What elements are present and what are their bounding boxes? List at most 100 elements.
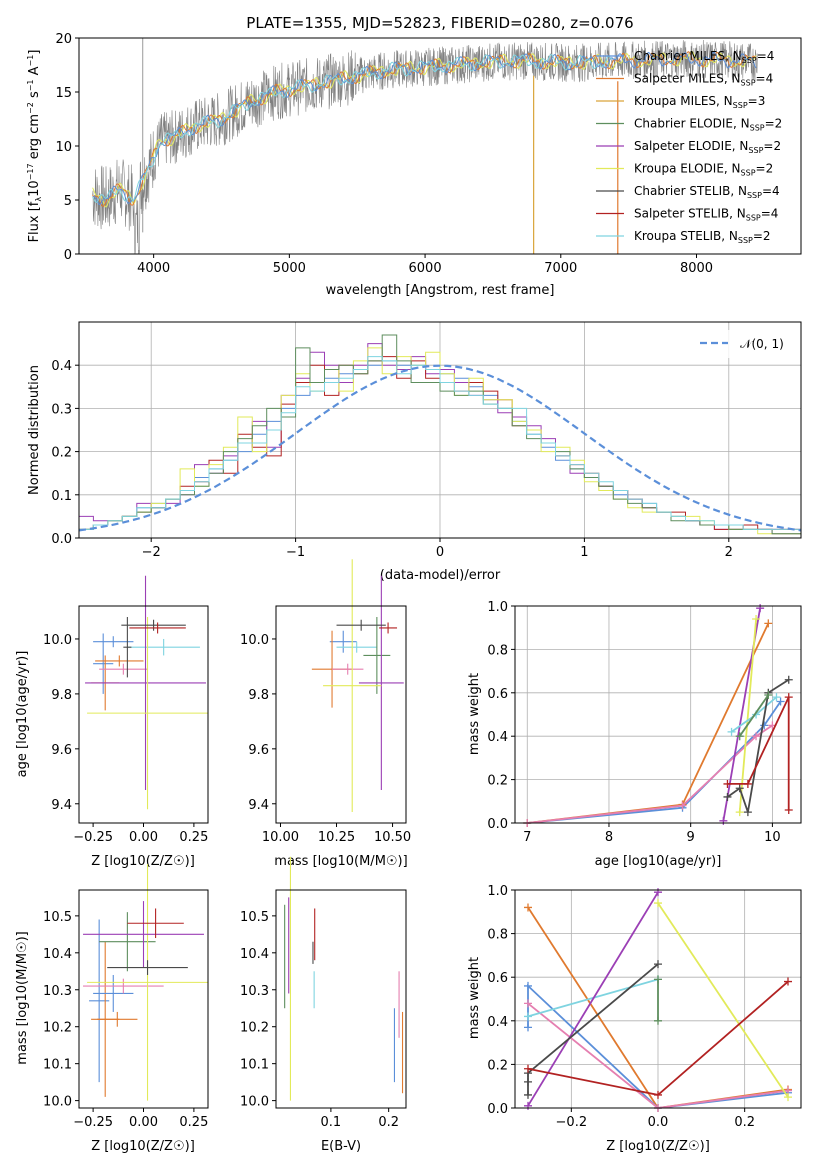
histogram-panel: −2 −1 0 1 2 0.0 0.1 0.2 0.3 0.4: [51, 322, 801, 560]
x-tick-label: −2: [142, 545, 161, 560]
legend: Chabrier MILES, NSSP=4 Salpeter MILES, NS…: [596, 49, 782, 245]
x-tick-label: 0.2: [734, 1115, 755, 1130]
x-tick-label: 0.1: [321, 1115, 342, 1130]
x-tick-label: 9: [687, 830, 695, 845]
series-line-salpeter_stelib: [727, 696, 790, 810]
y-tick-label: 10.3: [240, 984, 269, 999]
y-tick-label: 9.6: [248, 743, 269, 758]
x-tick-label: 0.00: [129, 830, 158, 845]
x-axis-label: E(B-V): [321, 1139, 361, 1154]
y-tick-label: 9.6: [51, 743, 72, 758]
x-tick-label: 8000: [680, 261, 713, 276]
series-marker: [678, 801, 687, 810]
y-tick-label: 10.4: [240, 947, 269, 962]
age-vs-z-panel: −0.25 0.00 0.25 9.4 9.6 9.8 10.0: [43, 633, 208, 845]
series-marker: [654, 1090, 662, 1099]
series-marker: [719, 816, 728, 825]
x-axis-label: mass [log10(M/M☉)]: [274, 854, 407, 869]
legend-entry: Kroupa MILES, NSSP=3: [634, 94, 765, 110]
legend-entry: Salpeter ELODIE, NSSP=2: [634, 139, 781, 155]
y-tick-label: 10.0: [43, 1095, 72, 1110]
mass-vs-ebv-panel: 0.1 0.2 10.0 10.1 10.2 10.3 10.4 10.5: [240, 910, 399, 1130]
series-line-pink: [527, 724, 773, 824]
y-tick-label: 10.4: [43, 947, 72, 962]
legend-entry: Chabrier ELODIE, NSSP=2: [634, 117, 782, 133]
y-tick-label: 0.4: [487, 1015, 508, 1030]
x-tick-label: 10.25: [318, 830, 355, 845]
observed-spectrum: [92, 39, 758, 255]
y-axis-label: mass weight: [467, 673, 482, 755]
series-marker: [735, 732, 744, 741]
y-tick-label: 0.0: [51, 532, 72, 547]
model-spectrum-kroupa_stelib: [92, 54, 613, 203]
series-line-chabrier_stelib: [527, 963, 659, 1095]
series-marker: [764, 619, 773, 628]
model-spectrum-salpeter_miles: [92, 51, 757, 207]
x-axis-label: wavelength [Angstrom, rest frame]: [326, 283, 555, 298]
series-marker: [784, 805, 793, 814]
series-marker: [743, 808, 752, 817]
x-axis-label: Z [log10(Z/Z☉)]: [606, 1139, 710, 1154]
y-tick-label: 0.6: [487, 687, 508, 702]
series-marker: [735, 784, 744, 793]
x-tick-label: 4000: [137, 261, 170, 276]
y-tick-label: 10.0: [43, 633, 72, 648]
x-tick-label: 6000: [409, 261, 442, 276]
y-tick-label: 0.8: [487, 643, 508, 658]
x-tick-label: 7: [523, 830, 531, 845]
x-tick-label: 10.00: [262, 830, 299, 845]
legend-entry: Salpeter STELIB, NSSP=4: [634, 207, 778, 223]
series-line-salpeter_elodie: [527, 891, 659, 1107]
y-axis-label: Normed distribution: [27, 365, 42, 495]
series-marker: [654, 888, 662, 897]
x-tick-label: 0: [436, 545, 444, 560]
normal-curve: [78, 364, 802, 532]
x-tick-label: −0.2: [556, 1115, 588, 1130]
y-tick-label: 0.6: [487, 971, 508, 986]
y-tick-label: 1.0: [487, 884, 508, 899]
series-marker: [784, 977, 792, 986]
x-tick-label: 1: [580, 545, 588, 560]
series-marker: [776, 697, 785, 706]
mass-vs-z-frame: [78, 889, 209, 1109]
y-tick-label: 20: [55, 32, 72, 47]
x-axis-label: Z [log10(Z/Z☉)]: [91, 1139, 195, 1154]
y-axis-label: Flux [fλ10−17 erg cm−2 s−1 A−1]: [26, 50, 43, 243]
series-marker: [772, 693, 781, 702]
series-marker: [756, 604, 765, 613]
y-tick-label: 10.1: [43, 1058, 72, 1073]
y-tick-label: 0.1: [51, 489, 72, 504]
legend-box: [692, 330, 796, 358]
series-marker: [752, 615, 761, 624]
x-tick-label: 0.2: [378, 1115, 399, 1130]
y-tick-label: 9.4: [51, 798, 72, 813]
y-tick-label: 0.4: [51, 359, 72, 374]
x-tick-label: 0.25: [179, 1115, 208, 1130]
x-tick-label: 5000: [273, 261, 306, 276]
y-tick-label: 0: [64, 248, 72, 263]
age-vs-z-frame: [78, 605, 209, 824]
legend-entry: Kroupa STELIB, NSSP=2: [634, 229, 771, 245]
x-tick-label: 0.25: [179, 830, 208, 845]
y-tick-label: 15: [55, 86, 72, 101]
histogram-frame: [78, 321, 802, 539]
y-tick-label: 10: [55, 140, 72, 155]
weight-vs-z-panel: −0.2 0.0 0.2 0.0 0.2 0.4 0.6 0.8 1.0: [487, 884, 801, 1130]
series-marker: [735, 808, 744, 817]
y-tick-label: 10.2: [43, 1021, 72, 1036]
mass-vs-ebv-frame: [275, 889, 407, 1109]
x-tick-label: 0.00: [129, 1115, 158, 1130]
chart-title: PLATE=1355, MJD=52823, FIBERID=0280, z=0…: [246, 14, 633, 32]
series-marker: [524, 903, 532, 912]
x-axis-label: age [log10(age/yr)]: [595, 854, 722, 869]
legend-entry: Chabrier STELIB, NSSP=4: [634, 184, 780, 200]
y-tick-label: 0.3: [51, 402, 72, 417]
weight-vs-z-frame: [514, 889, 802, 1109]
x-tick-label: 7000: [544, 261, 577, 276]
series-marker: [654, 1016, 662, 1025]
y-tick-label: 0.2: [487, 774, 508, 789]
legend-entry: 𝒩(0, 1): [740, 337, 784, 351]
series-marker: [524, 999, 532, 1008]
y-axis-label: age [log10(age/yr)]: [15, 651, 30, 778]
series-marker: [524, 981, 532, 990]
